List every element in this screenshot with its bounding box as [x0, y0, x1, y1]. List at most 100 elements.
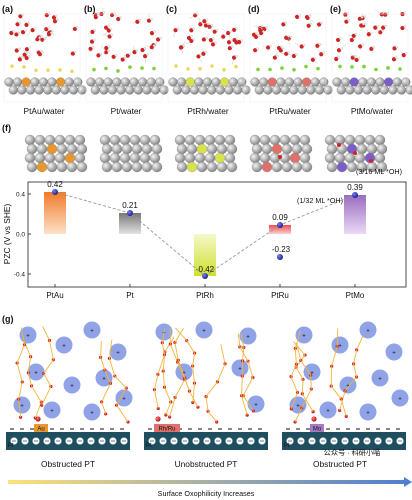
metal-atom	[56, 77, 66, 87]
cation	[95, 369, 113, 387]
metal-atom	[142, 85, 152, 95]
surface-atom	[324, 134, 336, 146]
water-oxygen	[35, 37, 40, 42]
water-hydrogen	[128, 52, 132, 56]
water-hydrogen	[96, 14, 100, 17]
adsorbate	[198, 66, 202, 71]
cation-charge: +	[392, 351, 396, 357]
water-hydrogen	[176, 27, 180, 30]
water-hydrogen	[284, 21, 287, 25]
water-hydrogen	[376, 24, 379, 28]
water-hydrogen	[107, 24, 110, 28]
water-oxygen	[22, 52, 27, 57]
surface-atom	[111, 143, 123, 155]
water-oxygen	[400, 25, 405, 31]
water-hydrogen	[18, 21, 22, 25]
adsorbate	[292, 67, 296, 72]
surface-species	[386, 428, 390, 430]
metal-atom	[297, 85, 307, 95]
adsorbate	[10, 64, 14, 68]
water-hydrogen	[190, 35, 193, 38]
surface-species	[306, 428, 310, 430]
water-oxygen	[9, 30, 14, 36]
water-oxygen	[104, 25, 109, 30]
metal-atom	[220, 77, 230, 87]
metal-atom	[177, 77, 187, 87]
water-oxygen	[253, 48, 258, 53]
metal-atom	[189, 85, 200, 95]
snapshot-frame	[331, 13, 409, 103]
water-oxygen	[221, 34, 226, 39]
surface-atom	[34, 152, 46, 164]
water-oxygen	[291, 53, 297, 59]
surface-atom	[109, 152, 121, 164]
water-oxygen	[96, 53, 101, 58]
proton-transfer-schematic: Pt Au + + + + + + + + + + + Pt Rh/Ru + + + + + + Pt Mo + + + + + + + +…	[6, 321, 409, 450]
water-hydrogen	[322, 51, 325, 54]
water-oxygen	[111, 54, 116, 59]
metal-atom	[138, 77, 148, 87]
surface-species	[218, 428, 222, 430]
surface-atom	[301, 143, 313, 155]
surface-species	[100, 428, 104, 430]
surface-species	[50, 428, 54, 430]
surface-atom	[326, 161, 338, 173]
water-oxygen	[189, 38, 194, 44]
bar-ptrh	[194, 234, 216, 276]
surface-atom	[141, 161, 153, 173]
surface-species	[396, 428, 400, 430]
water-oxygen	[335, 37, 341, 43]
surface-atom	[54, 152, 66, 164]
surface-species	[208, 428, 212, 430]
panel-c-caption: PtRh/water	[187, 106, 229, 116]
surface-atom	[66, 143, 78, 155]
oxophilicity-arrowhead	[404, 477, 412, 487]
hbond-chain	[169, 328, 186, 418]
water-oxygen	[120, 57, 125, 62]
cation	[295, 326, 313, 344]
adsorbate	[46, 68, 50, 72]
water-oxygen	[351, 33, 356, 38]
hbond-chain	[175, 327, 196, 403]
adsorbate	[268, 67, 272, 72]
cation-charge: +	[378, 377, 382, 383]
water-hydrogen	[150, 17, 153, 21]
water-oxygen	[317, 22, 322, 27]
surface-species	[228, 428, 232, 430]
water-oxygen	[14, 48, 19, 53]
metal-atom	[172, 85, 182, 95]
surface-atom	[174, 152, 186, 164]
annotation-ptmo: (3/16 ML *OH)	[356, 167, 402, 176]
water-hydrogen	[255, 31, 258, 35]
schematic-captions: Obstructed PT Unobstructed PT Obstructed…	[41, 459, 367, 469]
hbond-chain	[290, 331, 301, 410]
water-hydrogen	[357, 57, 361, 60]
md-snapshot	[3, 12, 87, 103]
surface-atom	[214, 134, 226, 146]
oh-oxygen	[155, 416, 161, 422]
surface-species	[30, 428, 34, 430]
md-snapshot	[249, 13, 333, 103]
water-oxygen	[226, 40, 232, 45]
water-hydrogen	[93, 38, 96, 42]
surface-species	[20, 428, 24, 430]
water-oxygen	[284, 35, 289, 40]
x-tick-label-ptau: PtAu	[46, 291, 63, 300]
cation-charge: +	[182, 371, 186, 377]
water-hydrogen	[27, 55, 31, 58]
water-hydrogen	[369, 31, 373, 35]
bar-pt	[119, 213, 141, 234]
water-oxygen	[107, 34, 112, 39]
surface-atom	[26, 143, 38, 155]
water-hydrogen	[75, 26, 79, 29]
water-hydrogen	[47, 12, 51, 15]
water-oxygen	[116, 16, 121, 22]
snapshot-frame	[167, 13, 245, 103]
surface-atom	[326, 143, 338, 155]
bar-ptmo	[344, 195, 366, 234]
cation-charge: +	[254, 403, 258, 409]
water-oxygen	[336, 48, 342, 53]
adsorbate	[152, 66, 156, 71]
water-oxygen	[17, 57, 23, 62]
water-oxygen	[373, 25, 378, 30]
